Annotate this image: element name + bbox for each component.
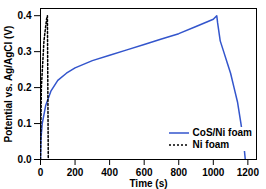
svg-text:0: 0 [38,167,44,178]
svg-text:400: 400 [101,167,118,178]
svg-text:0.2: 0.2 [18,82,32,93]
svg-text:Time (s): Time (s) [129,178,167,189]
svg-text:0.1: 0.1 [18,118,32,129]
svg-text:800: 800 [170,167,187,178]
html-text:Ni foam: Ni foam [192,139,230,150]
svg-text:200: 200 [67,167,84,178]
svg-text:600: 600 [136,167,153,178]
svg-text:0.0: 0.0 [18,154,32,165]
svg-text:0.3: 0.3 [18,46,32,57]
svg-text:1000: 1000 [202,167,225,178]
svg-text:0.4: 0.4 [18,10,32,21]
svg-text:1200: 1200 [237,167,260,178]
html-text:CoS/Ni foam: CoS/Ni foam [192,127,252,138]
svg-text:Potential vs. Ag/AgCl (V): Potential vs. Ag/AgCl (V) [3,26,14,143]
